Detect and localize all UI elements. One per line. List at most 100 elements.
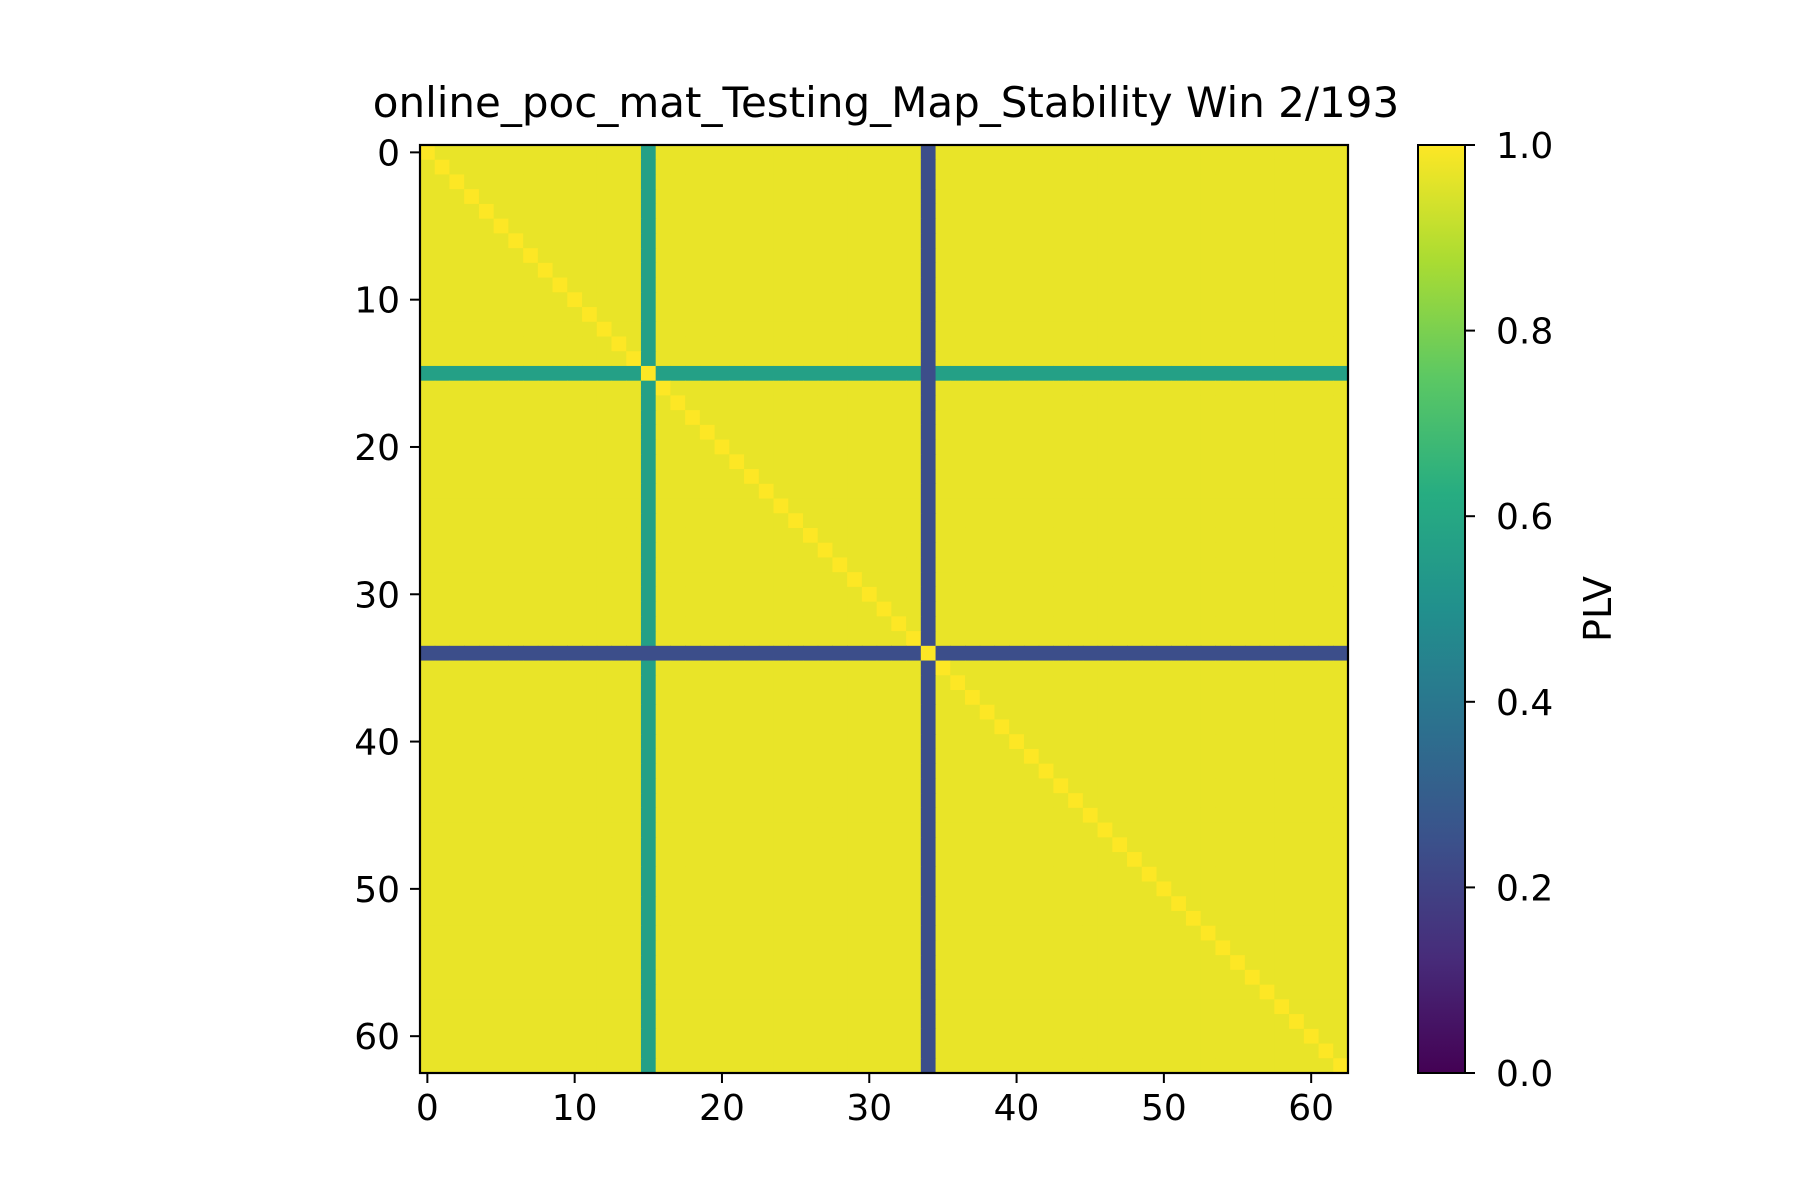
heatmap-cell — [1259, 837, 1275, 853]
heatmap-cell — [847, 380, 863, 397]
heatmap-cell — [861, 321, 878, 338]
heatmap-cell — [478, 969, 495, 986]
heatmap-cell — [729, 778, 745, 794]
heatmap-cell — [1185, 262, 1202, 279]
heatmap-cell — [802, 778, 819, 794]
heatmap-cell — [1318, 189, 1334, 205]
heatmap-cell — [582, 734, 598, 750]
heatmap-cell — [1185, 969, 1202, 986]
heatmap-cell — [802, 321, 819, 338]
heatmap-cell — [626, 572, 642, 588]
heatmap-cell — [1141, 631, 1158, 647]
heatmap-cell — [1009, 1058, 1025, 1074]
heatmap-cell — [920, 793, 937, 809]
heatmap-cell — [1156, 483, 1172, 500]
heatmap-cell — [478, 145, 495, 161]
heatmap-cell — [685, 763, 701, 779]
heatmap-cell — [861, 498, 878, 514]
heatmap-cell — [434, 690, 451, 706]
heatmap-cell — [1156, 307, 1172, 323]
heatmap-cell — [523, 454, 539, 470]
heatmap-cell — [1171, 321, 1187, 338]
x-tick-label: 40 — [994, 1088, 1040, 1129]
heatmap-cell — [1112, 424, 1128, 441]
heatmap-cell — [685, 557, 701, 573]
heatmap-cell — [788, 763, 804, 779]
heatmap-cell — [626, 262, 642, 279]
heatmap-cell — [1230, 999, 1246, 1015]
heatmap-cell — [935, 203, 951, 220]
heatmap-cell — [758, 336, 775, 352]
heatmap-cell — [670, 248, 686, 264]
heatmap-cell — [567, 881, 583, 897]
heatmap-cell — [420, 748, 436, 765]
heatmap-cell — [817, 984, 834, 1000]
heatmap-cell — [1068, 984, 1084, 1000]
heatmap-cell — [802, 660, 819, 676]
heatmap-cell — [802, 189, 819, 205]
heatmap-cell — [670, 837, 686, 853]
heatmap-cell — [1318, 601, 1334, 617]
heatmap-cell — [1053, 660, 1069, 676]
heatmap-cell — [876, 969, 892, 986]
heatmap-cell — [567, 763, 583, 779]
heatmap-cell — [1097, 690, 1113, 706]
heatmap-cell — [906, 248, 922, 264]
heatmap-cell — [1053, 763, 1069, 779]
heatmap-cell — [979, 321, 996, 338]
heatmap-cell — [1303, 793, 1320, 809]
heatmap-cell — [1112, 866, 1128, 883]
heatmap-cell — [935, 778, 951, 794]
heatmap-cell — [1082, 645, 1099, 662]
heatmap-cell — [1127, 498, 1143, 514]
heatmap-cell — [1244, 174, 1261, 190]
heatmap-cell — [935, 454, 951, 470]
heatmap-cell — [950, 690, 966, 706]
heatmap-cell — [788, 645, 804, 662]
heatmap-cell — [876, 557, 892, 573]
heatmap-cell — [1127, 645, 1143, 662]
heatmap-cell — [1068, 248, 1084, 264]
heatmap-cell — [1009, 586, 1025, 603]
heatmap-cell — [861, 807, 878, 824]
heatmap-cell — [626, 1043, 642, 1059]
heatmap-cell — [935, 984, 951, 1000]
heatmap-cell — [552, 807, 568, 824]
heatmap-cell — [1274, 660, 1290, 676]
heatmap-cell — [1200, 410, 1217, 426]
heatmap-cell — [611, 940, 627, 956]
heatmap-cell — [1318, 439, 1334, 455]
heatmap-cell — [891, 969, 907, 986]
heatmap-cell — [1038, 910, 1054, 927]
heatmap-cell — [744, 469, 760, 485]
heatmap-cell — [1038, 307, 1054, 323]
heatmap-cell — [758, 822, 775, 838]
heatmap-cell — [1038, 1043, 1054, 1059]
heatmap-cell — [1244, 763, 1261, 779]
heatmap-cell — [1303, 748, 1320, 765]
heatmap-cell — [906, 837, 922, 853]
heatmap-cell — [670, 645, 686, 662]
heatmap-cell — [1053, 410, 1069, 426]
heatmap-cell — [1215, 365, 1231, 382]
heatmap-cell — [1200, 145, 1217, 161]
heatmap-cell — [920, 498, 937, 514]
heatmap-cell — [891, 866, 907, 883]
heatmap-cell — [699, 513, 716, 529]
heatmap-cell — [1200, 248, 1217, 264]
heatmap-cell — [1333, 586, 1349, 603]
heatmap-cell — [906, 1058, 922, 1074]
heatmap-cell — [861, 410, 878, 426]
heatmap-cell — [965, 601, 981, 617]
heatmap-cell — [611, 1043, 627, 1059]
heatmap-cell — [523, 734, 539, 750]
heatmap-cell — [1200, 881, 1217, 897]
heatmap-cell — [744, 1043, 760, 1059]
heatmap-cell — [493, 454, 509, 470]
heatmap-cell — [1097, 454, 1113, 470]
heatmap-cell — [508, 454, 524, 470]
heatmap-cell — [1333, 424, 1349, 441]
heatmap-cell — [537, 513, 554, 529]
heatmap-cell — [876, 925, 892, 942]
heatmap-cell — [788, 675, 804, 691]
